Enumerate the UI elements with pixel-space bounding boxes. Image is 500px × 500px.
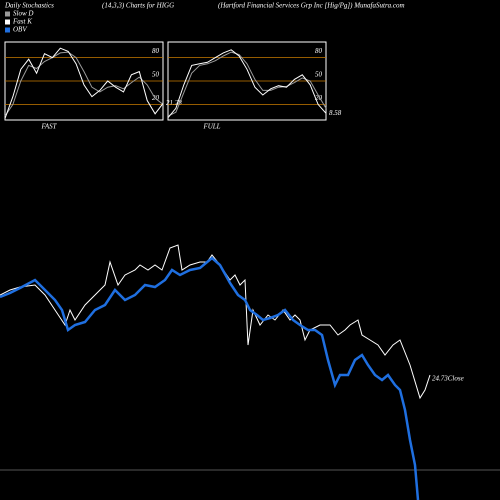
legend-label: Slow D	[13, 10, 33, 18]
legend-swatch	[5, 19, 10, 25]
legend-swatch	[5, 27, 10, 33]
series-line	[167, 49, 327, 119]
panel-title: FULL	[202, 123, 220, 131]
close-label: 24.73Close	[432, 375, 464, 383]
series-line	[0, 256, 420, 500]
legend-swatch	[5, 11, 10, 17]
series-line	[0, 244, 431, 400]
panel-title: FAST	[40, 123, 57, 131]
series-line	[4, 47, 164, 119]
y-tick-label: 20	[315, 94, 323, 102]
legend-label: OBV	[13, 26, 27, 34]
series-line	[4, 51, 164, 117]
last-value-label: 8.58	[329, 109, 342, 117]
chart-source: (Hartford Financial Services Grp Inc [Hi…	[218, 2, 405, 10]
y-tick-label: 50	[152, 71, 160, 79]
chart-title: Daily Stochastics	[4, 2, 54, 10]
y-tick-label: 80	[315, 47, 323, 55]
chart-subtitle: (14,3,3) Charts for HIGG	[102, 2, 174, 10]
y-tick-label: 20	[152, 94, 160, 102]
last-value-label: 21.28	[166, 99, 182, 107]
y-tick-label: 80	[152, 47, 160, 55]
legend-label: Fast K	[12, 18, 32, 26]
y-tick-label: 50	[315, 71, 323, 79]
series-line	[167, 51, 327, 117]
